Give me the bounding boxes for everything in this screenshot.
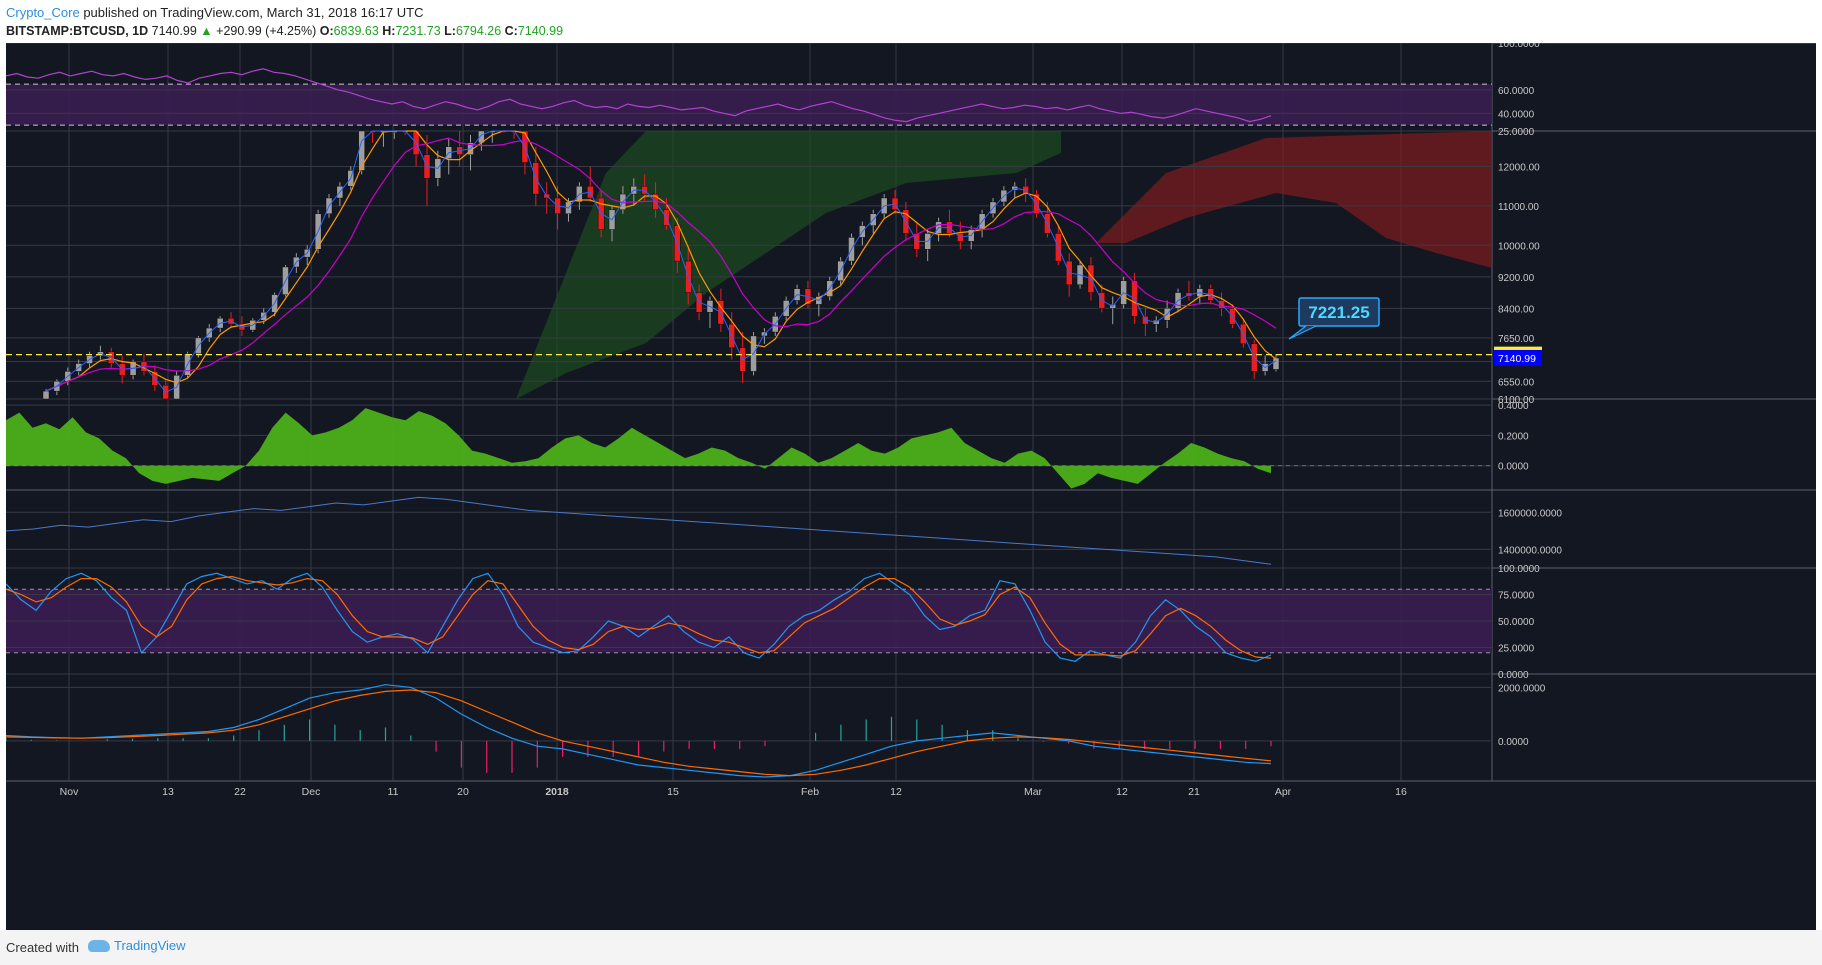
author-link[interactable]: Crypto_Core	[6, 5, 80, 20]
y-tick-label: 60.0000	[1498, 86, 1535, 97]
y-tick-label: 11000.00	[1498, 202, 1539, 213]
publish-text: published on TradingView.com, March 31, …	[83, 5, 424, 20]
x-tick-label: 12	[890, 786, 902, 798]
symbol-line: BITSTAMP:BTCUSD, 1D 7140.99 ▲ +290.99 (+…	[6, 22, 563, 40]
up-arrow-icon: ▲	[200, 24, 213, 38]
y-tick-label: 75.0000	[1498, 591, 1535, 602]
y-tick-label: 7650.00	[1498, 334, 1535, 345]
last-price-tag	[1494, 349, 1542, 366]
candle-body	[1272, 357, 1280, 370]
y-tick-label: 9200.00	[1498, 273, 1535, 284]
x-tick-label: 21	[1188, 786, 1200, 798]
close-label: C:	[504, 24, 518, 38]
symbol-label: BITSTAMP:BTCUSD, 1D	[6, 24, 149, 38]
x-tick-label: 2018	[545, 786, 569, 798]
x-tick-label: 20	[457, 786, 469, 798]
stochastic-k-line	[6, 572, 1272, 662]
close-value: 7140.99	[517, 24, 564, 38]
x-tick-label: Nov	[60, 786, 79, 798]
y-tick-label: 25.0000	[1498, 644, 1535, 655]
last-price-tag-label: 7140.99	[1498, 353, 1536, 365]
x-tick-label: 11	[388, 786, 399, 798]
kijun-line	[45, 137, 1277, 392]
y-tick-label: 10000.00	[1498, 241, 1540, 252]
oscillator-area	[6, 408, 1271, 489]
y-tick-label: 8400.00	[1498, 304, 1535, 315]
y-tick-label: 100.0000	[1498, 43, 1540, 50]
conversion-line	[45, 130, 1277, 393]
x-tick-label: 15	[667, 786, 679, 798]
open-label: O:	[319, 24, 334, 38]
low-value: 6794.26	[455, 24, 502, 38]
y-tick-label: 1400000.0000	[1498, 545, 1562, 556]
rsi-band	[6, 84, 1492, 126]
y-tick-label: 1600000.0000	[1498, 508, 1562, 519]
y-tick-label: 12000.00	[1498, 162, 1540, 173]
tradingview-link[interactable]: TradingView	[88, 938, 186, 953]
change-value: +290.99 (+4.25%)	[216, 24, 317, 38]
x-tick-label: Dec	[302, 786, 321, 798]
tradingview-brand-text: TradingView	[114, 938, 186, 953]
y-tick-label: 25.0000	[1498, 127, 1535, 138]
low-label: L:	[444, 24, 456, 38]
candle-body	[42, 390, 50, 400]
y-tick-label: 50.0000	[1498, 617, 1535, 628]
high-label: H:	[382, 24, 396, 38]
last-price: 7140.99	[151, 24, 197, 38]
macd-line	[6, 684, 1272, 778]
y-tick-label: 0.4000	[1498, 401, 1529, 412]
volume-oscillator-line	[6, 496, 1272, 565]
chart-background	[6, 43, 1816, 930]
y-tick-label: 0.0000	[1498, 737, 1529, 748]
x-tick-label: 16	[1395, 786, 1407, 798]
high-value: 7231.73	[395, 24, 441, 38]
open-value: 6839.63	[333, 24, 379, 38]
x-tick-label: 22	[234, 786, 246, 798]
x-tick-label: Mar	[1024, 786, 1043, 798]
callout-label: 7221.25	[1308, 303, 1369, 322]
y-tick-label: 0.0000	[1498, 670, 1529, 681]
x-tick-label: Apr	[1275, 786, 1292, 798]
publish-line: Crypto_Core published on TradingView.com…	[6, 4, 563, 22]
y-tick-label: 6550.00	[1498, 377, 1535, 388]
macd-signal-line	[6, 689, 1272, 777]
y-tick-label: 0.0000	[1498, 462, 1529, 473]
callout-pointer	[1288, 325, 1317, 340]
ichimoku-cloud-red	[1096, 131, 1492, 268]
tradingview-cloud-icon	[88, 939, 110, 952]
tenkan-line	[45, 130, 1277, 392]
x-tick-label: 12	[1116, 786, 1128, 798]
y-tick-label: 2000.0000	[1498, 683, 1546, 694]
created-with-text: Created with	[6, 940, 79, 955]
y-tick-label: 100.0000	[1498, 564, 1540, 575]
y-tick-label: 0.2000	[1498, 431, 1529, 442]
candle-body	[358, 130, 365, 171]
stochastic-d-line	[6, 575, 1272, 659]
chart-header: Crypto_Core published on TradingView.com…	[6, 4, 563, 44]
rsi-line	[6, 68, 1272, 123]
footer: Created with TradingView	[0, 930, 1822, 965]
callout-box	[1298, 297, 1380, 327]
y-tick-label: 6100.00	[1498, 395, 1535, 406]
chart-area[interactable]: Nov 13 22 Dec 11 20 2018 15 Feb 12 Mar 12 21 Apr 16 100…	[6, 43, 1816, 930]
chart-canvas[interactable]: Nov 13 22 Dec 11 20 2018 15 Feb 12 Mar 12 21 Apr 16 100…	[6, 43, 1816, 930]
x-tick-label: 13	[162, 786, 174, 798]
y-tick-label: 40.0000	[1498, 109, 1535, 120]
x-tick-label: Feb	[801, 786, 819, 798]
